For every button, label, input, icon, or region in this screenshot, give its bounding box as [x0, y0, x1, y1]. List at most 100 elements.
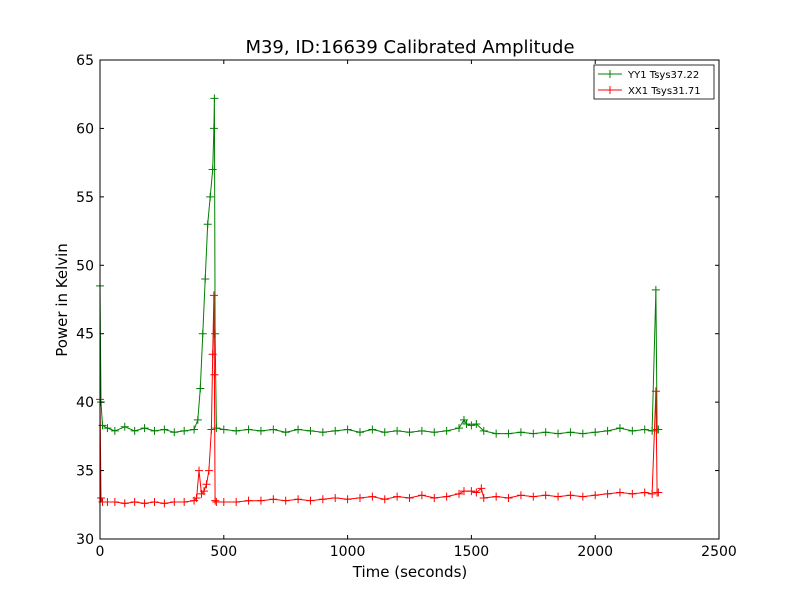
data-point-marker	[294, 495, 303, 504]
data-point-marker	[393, 426, 402, 435]
data-point-marker	[455, 424, 464, 433]
x-axis-label: Time (seconds)	[352, 563, 468, 581]
data-point-marker	[210, 370, 219, 379]
data-point-marker	[209, 291, 218, 300]
x-tick-label: 1000	[330, 544, 366, 560]
legend: YY1 Tsys37.22 XX1 Tsys31.71	[593, 64, 715, 100]
data-point-marker	[578, 429, 587, 438]
data-point-marker	[472, 488, 481, 497]
data-point-marker	[219, 498, 228, 507]
data-point-marker	[603, 426, 612, 435]
data-point-marker	[120, 422, 129, 431]
data-point-marker	[208, 350, 217, 359]
data-point-marker	[331, 426, 340, 435]
data-point-marker	[103, 498, 112, 507]
data-point-marker	[566, 428, 575, 437]
data-point-marker	[472, 420, 481, 429]
data-point-marker	[654, 425, 663, 434]
data-point-marker	[120, 499, 129, 508]
data-point-marker	[269, 495, 278, 504]
data-point-marker	[640, 425, 649, 434]
data-point-marker	[368, 492, 377, 501]
data-point-marker	[651, 387, 660, 396]
data-point-marker	[244, 425, 253, 434]
data-point-marker	[462, 420, 471, 429]
data-point-marker	[368, 425, 377, 434]
legend-label: YY1 Tsys37.22	[627, 70, 699, 81]
data-point-marker	[232, 426, 241, 435]
data-point-marker	[430, 493, 439, 502]
data-point-marker	[130, 498, 139, 507]
data-point-marker	[578, 492, 587, 501]
data-point-marker	[417, 426, 426, 435]
data-point-marker	[199, 487, 208, 496]
data-point-marker	[380, 428, 389, 437]
data-point-marker	[140, 424, 149, 433]
y-tick-label: 45	[76, 327, 94, 343]
x-tick-label: 2000	[577, 544, 613, 560]
data-point-marker	[566, 491, 575, 500]
data-point-marker	[355, 428, 364, 437]
data-point-marker	[516, 428, 525, 437]
data-point-marker	[615, 488, 624, 497]
data-point-marker	[256, 426, 265, 435]
data-point-marker	[212, 498, 221, 507]
data-point-marker	[651, 285, 660, 294]
data-point-marker	[170, 498, 179, 507]
y-axis-label: Power in Kelvin	[53, 243, 71, 357]
data-point-marker	[219, 425, 228, 434]
data-point-marker	[211, 496, 220, 505]
series-line	[99, 295, 659, 504]
data-point-marker	[343, 425, 352, 434]
data-point-marker	[244, 496, 253, 505]
y-tick-label: 50	[76, 258, 94, 274]
data-point-marker	[150, 426, 159, 435]
data-point-marker	[269, 425, 278, 434]
data-point-marker	[492, 429, 501, 438]
legend-box	[593, 64, 715, 100]
data-point-marker	[306, 426, 315, 435]
data-point-marker	[192, 493, 201, 502]
data-point-marker	[442, 426, 451, 435]
data-point-marker	[96, 493, 105, 502]
legend-label: XX1 Tsys31.71	[628, 86, 701, 97]
y-tick-label: 30	[76, 532, 94, 548]
data-point-marker	[150, 498, 159, 507]
data-point-marker	[640, 488, 649, 497]
data-point-marker	[209, 124, 218, 133]
data-point-marker	[204, 466, 213, 475]
data-point-marker	[212, 424, 221, 433]
data-point-marker	[459, 415, 468, 424]
data-point-marker	[430, 428, 439, 437]
data-point-marker	[232, 498, 241, 507]
data-point-marker	[294, 425, 303, 434]
data-point-marker	[393, 492, 402, 501]
data-point-marker	[467, 421, 476, 430]
y-tick-label: 60	[76, 121, 94, 137]
data-point-marker	[479, 426, 488, 435]
data-point-marker	[256, 496, 265, 505]
data-point-marker	[198, 329, 207, 338]
data-point-marker	[331, 493, 340, 502]
data-point-marker	[180, 498, 189, 507]
data-point-marker	[380, 495, 389, 504]
data-point-marker	[628, 489, 637, 498]
data-point-marker	[318, 428, 327, 437]
data-point-marker	[516, 491, 525, 500]
data-point-marker	[654, 488, 663, 497]
data-point-marker	[459, 487, 468, 496]
data-point-marker	[554, 492, 563, 501]
data-point-marker	[529, 429, 538, 438]
data-point-marker	[140, 499, 149, 508]
y-tick-label: 65	[76, 53, 94, 69]
data-point-marker	[479, 493, 488, 502]
axes-layer: 0 500 1000 1500 2000 2500 30 35 40 45 50 55 60 65	[76, 53, 737, 560]
legend-swatch-marker	[606, 86, 614, 94]
data-point-marker	[160, 425, 169, 434]
data-point-marker	[190, 425, 199, 434]
series-2	[96, 291, 663, 508]
data-point-marker	[180, 426, 189, 435]
data-point-marker	[103, 424, 112, 433]
data-point-marker	[208, 165, 217, 174]
data-point-marker	[318, 495, 327, 504]
